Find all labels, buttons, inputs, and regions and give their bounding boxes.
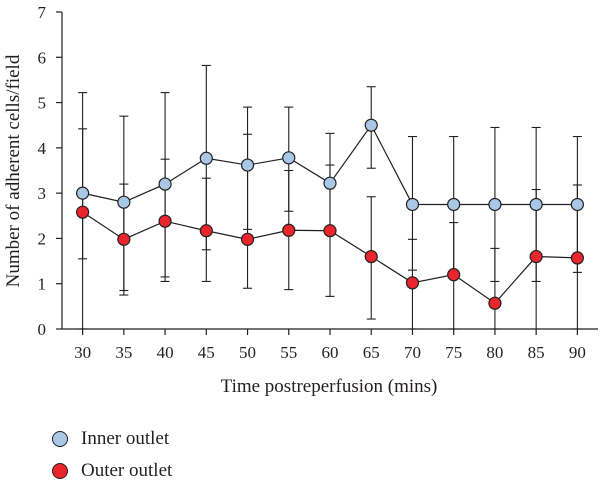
- x-tick-label: 35: [115, 343, 132, 362]
- y-tick-label: 2: [38, 229, 47, 248]
- data-point-outer-outlet: [323, 224, 337, 238]
- data-points: [76, 118, 584, 310]
- legend-label-outer-outlet: Outer outlet: [81, 460, 173, 481]
- data-point-inner-outlet: [570, 197, 584, 212]
- x-tick-label: 75: [445, 343, 462, 362]
- data-point-inner-outlet: [405, 197, 420, 212]
- x-tick-label: 85: [528, 343, 545, 362]
- data-point-inner-outlet: [447, 197, 461, 212]
- data-point-outer-outlet: [570, 251, 584, 265]
- data-point-outer-outlet: [240, 232, 255, 246]
- y-ticks: 0 1 2 3 4 5 6 7: [38, 3, 62, 339]
- data-point-outer-outlet: [117, 232, 131, 246]
- data-point-inner-outlet: [323, 176, 337, 190]
- data-point-inner-outlet: [199, 151, 213, 165]
- data-point-inner-outlet: [488, 197, 502, 212]
- y-axis-title: Number of adherent cells/field: [3, 54, 24, 287]
- x-axis-title: Time postreperfusion (mins): [221, 376, 438, 397]
- x-tick-label: 65: [363, 343, 380, 362]
- x-tick-label: 40: [157, 343, 174, 362]
- data-point-inner-outlet: [282, 151, 296, 165]
- y-tick-label: 0: [38, 320, 47, 339]
- data-point-outer-outlet: [447, 268, 461, 282]
- data-point-inner-outlet: [364, 118, 378, 132]
- y-tick-label: 6: [38, 48, 47, 67]
- x-ticks: 30 35 40 45 50 55 60 65 70 75 80 85 90: [74, 329, 586, 362]
- data-point-inner-outlet: [76, 186, 90, 200]
- legend-item-outer-outlet: Outer outlet: [52, 455, 172, 487]
- legend-marker-outer-outlet: [52, 463, 68, 479]
- data-point-outer-outlet: [76, 205, 90, 219]
- x-tick-label: 90: [569, 343, 586, 362]
- x-tick-label: 70: [404, 343, 421, 362]
- y-tick-label: 4: [38, 139, 47, 158]
- data-point-inner-outlet: [158, 177, 172, 191]
- data-point-inner-outlet: [529, 197, 543, 212]
- legend-marker-inner-outlet: [52, 431, 68, 447]
- x-tick-label: 50: [239, 343, 256, 362]
- legend: Inner outlet Outer outlet: [52, 423, 172, 487]
- legend-label-inner-outlet: Inner outlet: [81, 428, 170, 449]
- x-tick-label: 45: [198, 343, 215, 362]
- data-point-outer-outlet: [158, 214, 172, 228]
- x-tick-label: 55: [280, 343, 297, 362]
- y-tick-label: 7: [38, 3, 47, 22]
- x-tick-label: 30: [74, 343, 91, 362]
- data-point-outer-outlet: [364, 249, 378, 264]
- data-point-outer-outlet: [529, 249, 543, 264]
- x-tick-label: 60: [322, 343, 339, 362]
- y-tick-label: 5: [38, 94, 47, 113]
- data-point-outer-outlet: [405, 276, 420, 290]
- data-point-outer-outlet: [282, 223, 296, 237]
- y-tick-label: 3: [38, 184, 47, 203]
- x-tick-label: 80: [486, 343, 503, 362]
- y-tick-label: 1: [38, 275, 47, 294]
- data-point-inner-outlet: [240, 158, 255, 172]
- data-point-outer-outlet: [199, 224, 213, 238]
- data-point-outer-outlet: [488, 296, 502, 310]
- legend-item-inner-outlet: Inner outlet: [52, 423, 172, 455]
- data-point-inner-outlet: [117, 195, 131, 209]
